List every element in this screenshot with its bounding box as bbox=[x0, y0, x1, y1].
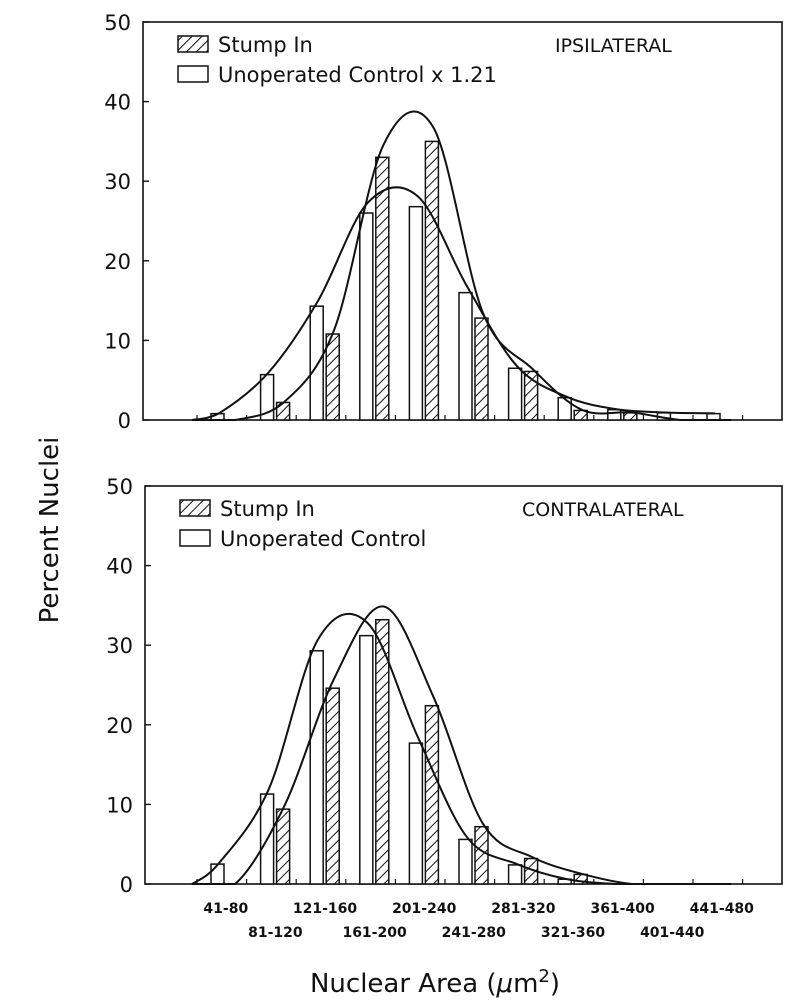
y-tick-label: 10 bbox=[104, 329, 131, 353]
x-tick-label: 321-360 bbox=[541, 925, 606, 941]
bar-unoperated-control bbox=[210, 863, 225, 885]
legend-label: Stump In bbox=[218, 33, 313, 57]
x-tick-label: 201-240 bbox=[392, 901, 457, 917]
legend-label: Unoperated Control x 1.21 bbox=[218, 63, 497, 87]
x-tick-labels-row1: 41-80 121-160 201-240 281-320 361-400 441-480 bbox=[203, 901, 754, 917]
x-axis-label: Nuclear Area (μm2) bbox=[310, 966, 560, 999]
bar-stump-in bbox=[474, 317, 489, 421]
panel-ipsilateral: 0 10 20 30 40 50 Stump In Unoperated Control x … bbox=[104, 11, 783, 433]
fit-curve bbox=[192, 605, 731, 885]
panel-contralateral: 0 10 20 30 40 50 Stump In Unoperated Control CON… bbox=[106, 475, 783, 897]
bar-unoperated-control bbox=[458, 838, 473, 885]
bar-stump-in bbox=[325, 687, 340, 885]
x-tick-label: 401-440 bbox=[640, 925, 705, 941]
legend-swatch-hatched bbox=[179, 499, 211, 517]
x-tick-label: 441-480 bbox=[690, 901, 755, 917]
bar-stump-in bbox=[424, 704, 440, 885]
y-tick-label: 20 bbox=[106, 714, 133, 738]
y-tick-label: 0 bbox=[118, 409, 131, 433]
y-tick-label: 10 bbox=[106, 793, 133, 817]
bar-unoperated-control bbox=[309, 650, 324, 885]
x-tick-label: 161-200 bbox=[342, 925, 407, 941]
legend-label: Unoperated Control bbox=[220, 527, 426, 551]
bar-unoperated-control bbox=[507, 367, 523, 421]
bar-unoperated-control bbox=[408, 742, 424, 885]
x-tick-label: 81-120 bbox=[248, 925, 303, 941]
y-axis-label: Percent Nuclei bbox=[35, 437, 65, 624]
bar-unoperated-control bbox=[458, 291, 473, 421]
x-tick-label: 41-80 bbox=[203, 901, 248, 917]
x-tick-label: 241-280 bbox=[442, 925, 507, 941]
bar-unoperated-control bbox=[359, 212, 374, 421]
bar-unoperated-control bbox=[507, 864, 523, 885]
bar-stump-in bbox=[523, 370, 539, 421]
fit-curve bbox=[192, 110, 731, 422]
bar-stump-in bbox=[275, 808, 291, 885]
bar-stump-in bbox=[375, 156, 390, 421]
bar-unoperated-control bbox=[557, 396, 572, 421]
y-tick-label: 30 bbox=[106, 634, 133, 658]
bar-stump-in bbox=[474, 825, 489, 885]
bar-unoperated-control bbox=[408, 205, 424, 421]
x-tick-label: 281-320 bbox=[491, 901, 556, 917]
bar-stump-in bbox=[573, 409, 588, 421]
y-tick-label: 20 bbox=[104, 250, 131, 274]
bar-stump-in bbox=[375, 618, 390, 885]
panel-annotation: IPSILATERAL bbox=[555, 35, 672, 57]
y-tick-label: 50 bbox=[106, 475, 133, 499]
bar-unoperated-control bbox=[359, 634, 374, 885]
legend-swatch-open bbox=[177, 65, 209, 83]
y-tick-label: 30 bbox=[104, 170, 131, 194]
x-tick-label: 121-160 bbox=[293, 901, 358, 917]
legend-swatch-hatched bbox=[177, 35, 209, 53]
legend-label: Stump In bbox=[220, 497, 315, 521]
x-tick-label: 361-400 bbox=[590, 901, 655, 917]
bar-stump-in bbox=[424, 140, 440, 421]
y-tick-label: 40 bbox=[104, 91, 131, 115]
y-tick-label: 0 bbox=[120, 873, 133, 897]
y-tick-label: 50 bbox=[104, 11, 131, 35]
fit-curve bbox=[191, 186, 716, 421]
panel-annotation: CONTRALATERAL bbox=[522, 499, 684, 521]
bar-stump-in bbox=[325, 333, 340, 421]
legend-swatch-open bbox=[179, 529, 211, 547]
bar-stump-in bbox=[623, 412, 638, 421]
fit-curve bbox=[191, 613, 715, 885]
x-tick-labels-row2: 81-120 161-200 241-280 321-360 401-440 bbox=[248, 925, 704, 941]
bar-stump-in bbox=[275, 401, 291, 421]
bar-unoperated-control bbox=[607, 408, 622, 421]
y-tick-label: 40 bbox=[106, 555, 133, 579]
bar-unoperated-control bbox=[309, 305, 324, 421]
